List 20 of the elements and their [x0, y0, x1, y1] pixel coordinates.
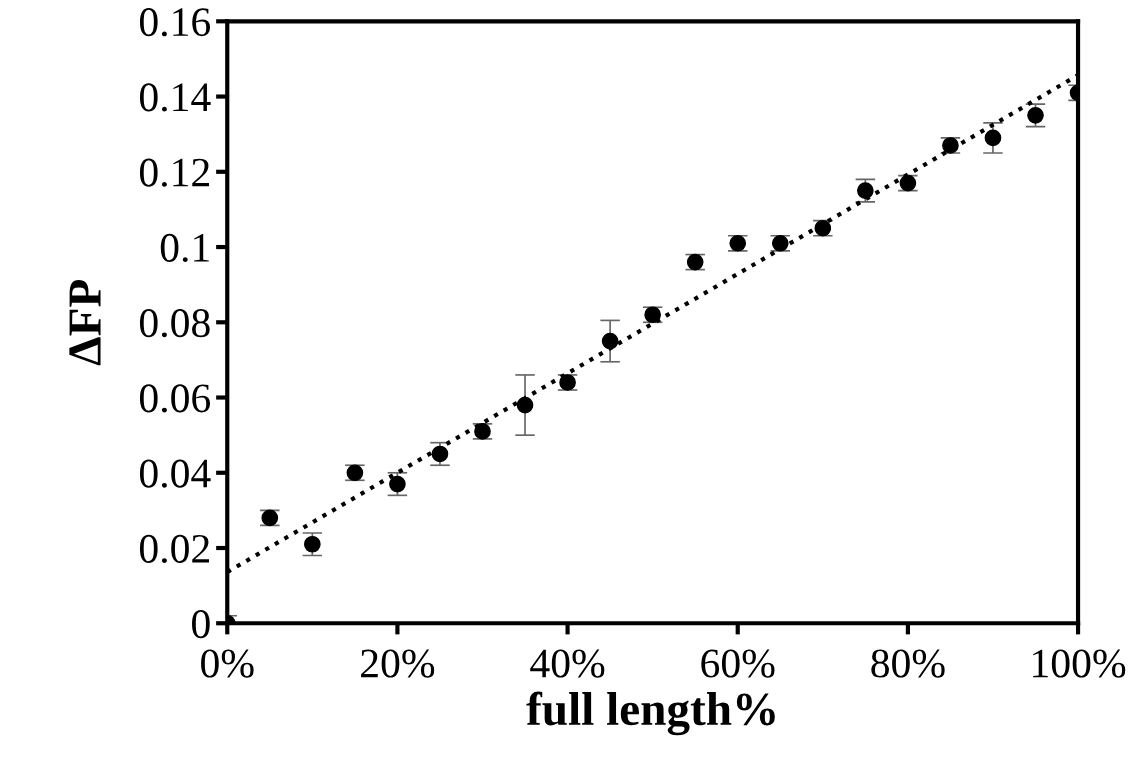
- point: [516, 396, 534, 414]
- y-tick-label: 0.16: [139, 8, 211, 37]
- y-tick-label: 0.04: [139, 459, 211, 488]
- x-tick-label: 40%: [530, 649, 605, 678]
- x-tick-label: 80%: [871, 649, 945, 678]
- y-tick-label: 0.06: [139, 384, 211, 413]
- y-tick-label: 0.08: [139, 309, 210, 338]
- point: [601, 332, 619, 350]
- y-tick-label: 0.12: [139, 158, 209, 187]
- y-tick-label: 0.02: [139, 534, 209, 564]
- x-tick-label: 0%: [201, 649, 254, 678]
- x-axis-title: full length%: [526, 691, 775, 736]
- point: [984, 129, 1002, 147]
- y-tick-label: 0.14: [139, 83, 211, 112]
- y-tick-label: 0.1: [160, 233, 209, 263]
- x-tick-label: 60%: [701, 649, 775, 678]
- x-tick-label: 20%: [361, 649, 435, 678]
- y-tick-label: 0: [192, 610, 210, 639]
- y-axis-title: ΔFP: [69, 279, 101, 366]
- x-tick-label: 100%: [1033, 649, 1126, 678]
